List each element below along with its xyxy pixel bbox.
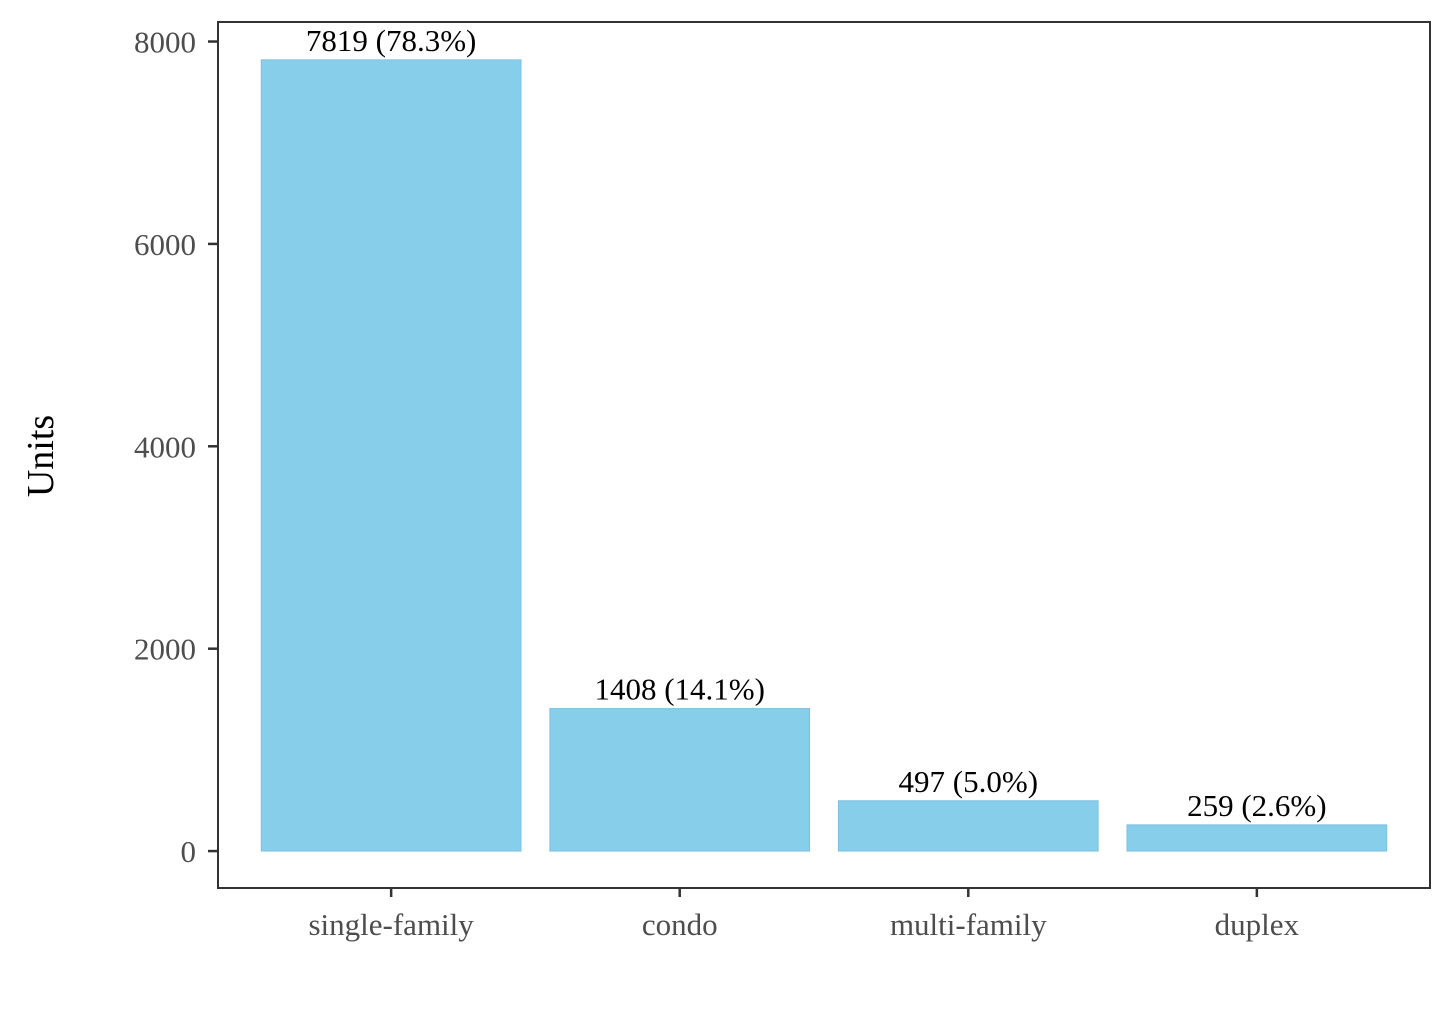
y-axis: 0 2000 4000 6000 8000: [134, 25, 218, 869]
bars-layer: [260, 59, 1388, 852]
data-labels: 7819 (78.3%) 1408 (14.1%) 497 (5.0%) 259 (2…: [306, 23, 1327, 823]
y-tick-label: 6000: [134, 227, 196, 262]
bar-duplex: [1126, 824, 1388, 852]
bar-multi-family: [837, 800, 1099, 852]
y-axis-title: Units: [20, 415, 62, 497]
bar-condo: [549, 708, 811, 852]
y-tick-label: 0: [181, 834, 197, 869]
bar-single-family: [260, 59, 522, 852]
data-label-condo: 1408 (14.1%): [594, 672, 764, 707]
x-axis: single-family condo multi-family duplex: [308, 888, 1300, 942]
x-tick-label-condo: condo: [642, 907, 718, 942]
x-tick-label-single-family: single-family: [308, 907, 474, 942]
y-tick-label: 2000: [134, 632, 196, 667]
data-label-multi-family: 497 (5.0%): [899, 764, 1038, 799]
x-tick-label-duplex: duplex: [1215, 907, 1300, 942]
data-label-duplex: 259 (2.6%): [1187, 788, 1326, 823]
x-tick-label-multi-family: multi-family: [890, 907, 1047, 942]
plot-panel-border: [217, 21, 1431, 889]
y-tick-label: 4000: [134, 429, 196, 464]
data-label-single-family: 7819 (78.3%): [306, 23, 476, 58]
y-tick-label: 8000: [134, 25, 196, 60]
